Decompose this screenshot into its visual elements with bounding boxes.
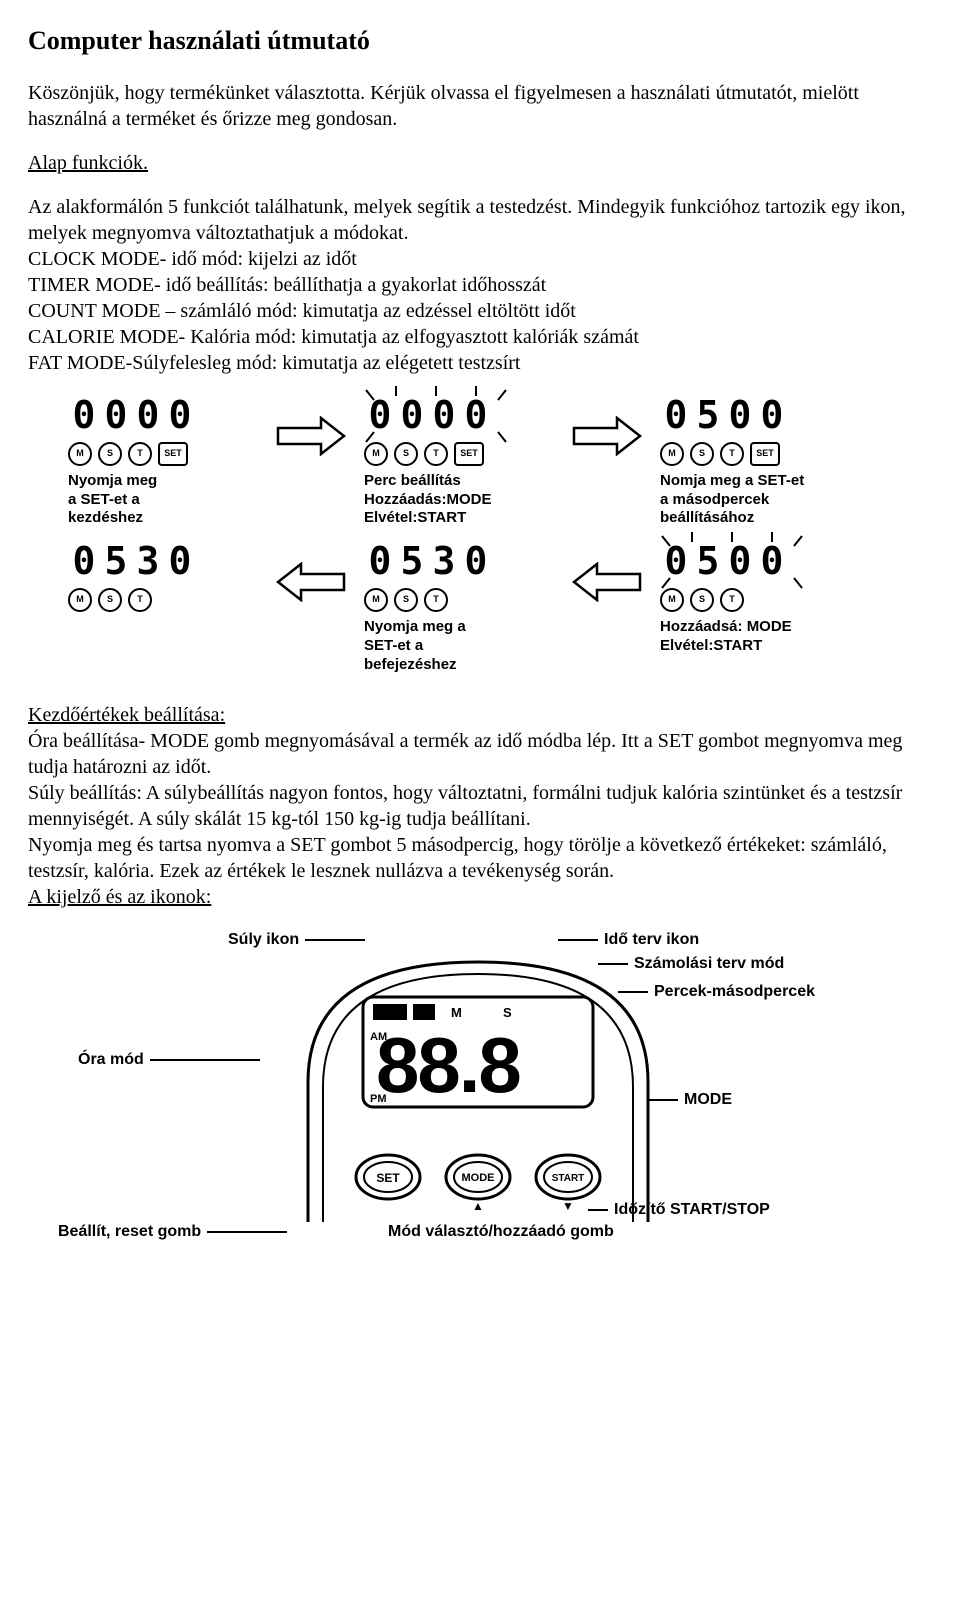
mode-icon: SET xyxy=(750,442,780,466)
clock-mode-label: Óra mód xyxy=(78,1050,260,1071)
mode-icon: S xyxy=(394,588,418,612)
console-diagram: Súly ikon Idő terv ikon Számolási terv m… xyxy=(28,930,928,1240)
mode-line: CLOCK MODE- idő mód: kijelzi az időt xyxy=(28,246,932,272)
mode-icon: T xyxy=(424,588,448,612)
basic-functions-text: Az alakformálón 5 funkciót találhatunk, … xyxy=(28,194,932,246)
display-icons-heading: A kijelző és az ikonok: xyxy=(28,884,932,910)
set-button[interactable]: SET xyxy=(356,1155,420,1199)
set-reset-label: Beállít, reset gomb xyxy=(58,1222,287,1243)
init-line: Óra beállítása- MODE gomb megnyomásával … xyxy=(28,728,932,780)
svg-text:AM: AM xyxy=(370,1031,387,1043)
arrow-icon xyxy=(276,562,346,602)
mode-icon: S xyxy=(690,442,714,466)
intro-paragraph: Köszönjük, hogy termékünket választotta.… xyxy=(28,80,932,132)
init-text: Óra beállítása- MODE gomb megnyomásával … xyxy=(28,728,932,884)
mode-icon: M xyxy=(660,442,684,466)
flow-diagram: 0000 MSTSET Nyomja mega SET-et akezdéshe… xyxy=(28,394,932,675)
svg-text:PM: PM xyxy=(370,1093,387,1105)
mode-icon: S xyxy=(98,442,122,466)
flow-panel: 0000 MSTSET Nyomja mega SET-et akezdéshe… xyxy=(68,394,258,528)
mode-icon: M xyxy=(68,588,92,612)
svg-text:SET: SET xyxy=(376,1171,400,1185)
mode-icon: T xyxy=(720,442,744,466)
console-svg: M S 88.8 AM PM SET MODE ▲ START ▼ xyxy=(268,942,688,1232)
flow-panel: 0500 MST Hozzáadsá: MODEElvétel:START xyxy=(660,540,850,656)
mode-line: CALORIE MODE- Kalória mód: kimutatja az … xyxy=(28,324,932,350)
page-title: Computer használati útmutató xyxy=(28,24,932,58)
flash-rays-icon xyxy=(652,532,812,592)
start-button[interactable]: START ▼ xyxy=(536,1155,600,1213)
mode-icon: SET xyxy=(158,442,188,466)
modes-block: Az alakformálón 5 funkciót találhatunk, … xyxy=(28,194,932,376)
arrow-icon xyxy=(572,416,642,456)
mode-icon: T xyxy=(128,442,152,466)
flash-rays-icon xyxy=(356,386,516,446)
arrow-icon xyxy=(572,562,642,602)
mode-icon: M xyxy=(364,588,388,612)
mode-icon: M xyxy=(68,442,92,466)
svg-text:S: S xyxy=(503,1005,512,1020)
svg-text:▼: ▼ xyxy=(562,1199,574,1213)
flow-panel: 0530 MST xyxy=(68,540,258,618)
mode-line: FAT MODE-Súlyfelesleg mód: kimutatja az … xyxy=(28,350,932,376)
mode-icon: S xyxy=(98,588,122,612)
mode-line: COUNT MODE – számláló mód: kimutatja az … xyxy=(28,298,932,324)
svg-text:88.8: 88.8 xyxy=(376,1021,520,1109)
flow-panel: 0000 MSTSET Perc beállításHozzáadás:MODE… xyxy=(364,394,554,528)
svg-text:▲: ▲ xyxy=(472,1199,484,1213)
init-line: Súly beállítás: A súlybeállítás nagyon f… xyxy=(28,780,932,832)
mode-line: TIMER MODE- idő beállítás: beállíthatja … xyxy=(28,272,932,298)
init-values-heading: Kezdőértékek beállítása: xyxy=(28,702,932,728)
svg-text:M: M xyxy=(451,1005,462,1020)
svg-text:START: START xyxy=(552,1173,585,1184)
flow-panel: 0500 MSTSET Nomja meg a SET-eta másodper… xyxy=(660,394,850,528)
init-line: Nyomja meg és tartsa nyomva a SET gombot… xyxy=(28,832,932,884)
flow-panel: 0530 MST Nyomja meg aSET-et abefejezéshe… xyxy=(364,540,554,674)
mode-button[interactable]: MODE ▲ xyxy=(446,1155,510,1213)
arrow-icon xyxy=(276,416,346,456)
basic-functions-heading: Alap funkciók. xyxy=(28,150,932,176)
mode-icon: T xyxy=(128,588,152,612)
svg-text:MODE: MODE xyxy=(462,1172,495,1184)
